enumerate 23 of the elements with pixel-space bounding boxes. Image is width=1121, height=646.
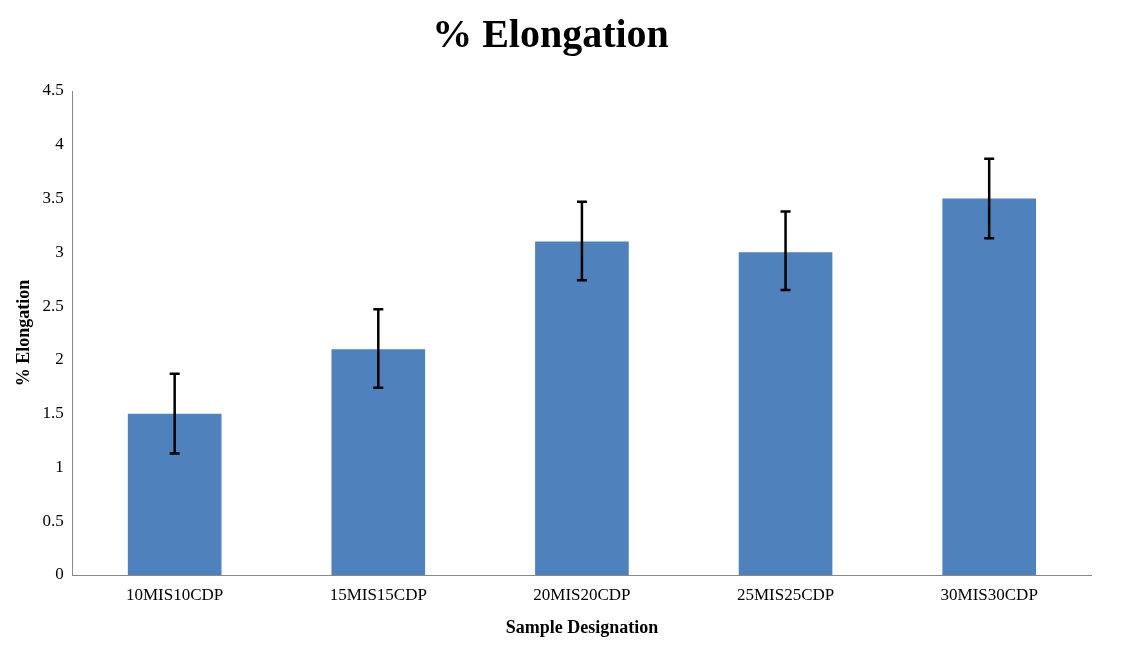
x-tick-label: 25MIS25CDP (736, 584, 835, 604)
y-tick-label: 2.5 (42, 295, 64, 315)
y-tick-label: 1 (55, 456, 64, 476)
y-axis-title: % Elongation (13, 279, 34, 387)
chart-title: % Elongation (432, 11, 669, 57)
x-tick-label: 10MIS10CDP (126, 584, 224, 604)
bar (535, 241, 629, 575)
x-tick-label: 30MIS30CDP (940, 584, 1038, 604)
x-tick-label: 20MIS20CDP (533, 584, 631, 604)
y-tick-label: 0 (55, 564, 64, 584)
bar (331, 349, 426, 575)
y-tick-label: 1.5 (42, 403, 64, 423)
y-tick-label: 3.5 (42, 188, 64, 208)
x-axis-title: Sample Designation (505, 616, 659, 637)
bar (738, 252, 833, 575)
bar (942, 198, 1037, 575)
y-tick-label: 0.5 (42, 510, 64, 530)
bar (127, 413, 222, 575)
x-tick-label: 15MIS15CDP (329, 584, 427, 604)
y-tick-label: 4.5 (42, 80, 64, 100)
y-tick-label: 3 (55, 241, 64, 261)
y-tick-label: 4 (55, 134, 65, 154)
y-tick-label: 2 (55, 349, 64, 369)
